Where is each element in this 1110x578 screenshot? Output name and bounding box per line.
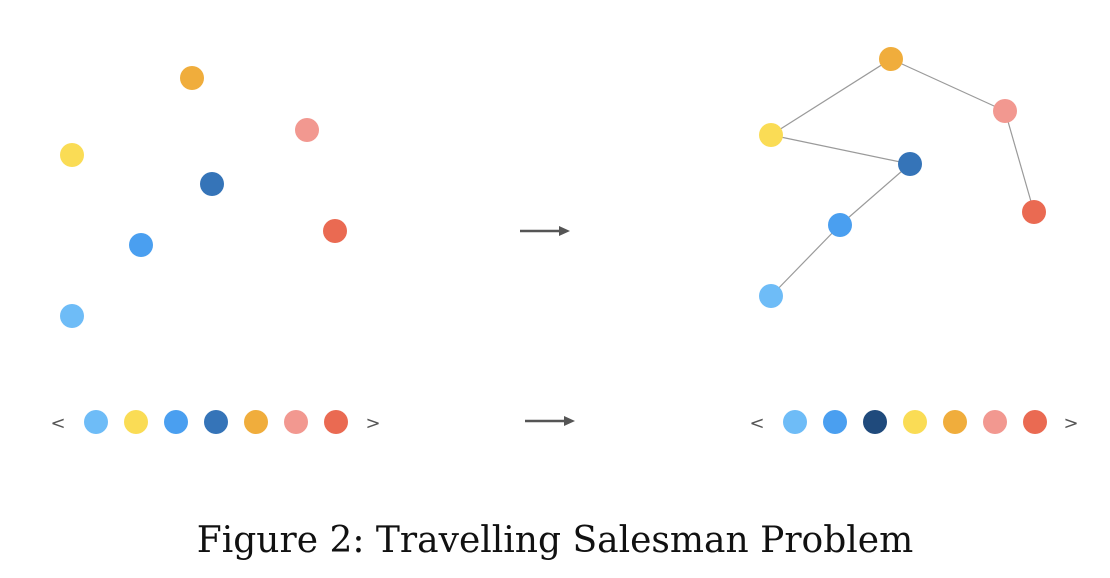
tour-edges (770, 58, 1035, 297)
sequence-open-bracket: < (749, 413, 764, 434)
sequence-open-bracket: < (50, 413, 65, 434)
tour-edge (770, 134, 911, 165)
sequence-close-bracket: > (365, 413, 380, 434)
input-sequence: < > (50, 410, 381, 434)
input-seq-dot-light-blue (84, 410, 108, 434)
city-mid-blue (200, 172, 224, 196)
top-arrow-icon (520, 226, 570, 236)
figure-caption: Figure 2: Travelling Salesman Problem (196, 520, 914, 561)
input-seq-dot-orange (244, 410, 268, 434)
input-seq-dot-yellow (124, 410, 148, 434)
input-seq-dot-red (324, 410, 348, 434)
output-seq-dot-blue (823, 410, 847, 434)
tsp-figure: < > < > (50, 47, 1079, 434)
output-seq-dot-salmon (983, 410, 1007, 434)
tour-edge (839, 163, 911, 226)
tour-city-salmon (993, 99, 1017, 123)
tour-city-mid-blue (898, 152, 922, 176)
output-seq-dot-navy (863, 410, 887, 434)
tour-edge (890, 58, 1006, 112)
ordered-tour-cities (759, 47, 1046, 308)
tour-city-light-blue (759, 284, 783, 308)
output-seq-dot-yellow (903, 410, 927, 434)
tour-edge (770, 58, 892, 136)
input-seq-dot-blue (164, 410, 188, 434)
sequence-close-bracket: > (1063, 413, 1078, 434)
tour-city-yellow (759, 123, 783, 147)
input-seq-dot-salmon (284, 410, 308, 434)
tour-edge (770, 224, 841, 297)
city-orange (180, 66, 204, 90)
city-yellow (60, 143, 84, 167)
output-sequence: < > (749, 410, 1079, 434)
unordered-cities (60, 66, 347, 328)
tour-city-red (1022, 200, 1046, 224)
tour-city-orange (879, 47, 903, 71)
tour-city-blue (828, 213, 852, 237)
city-salmon (295, 118, 319, 142)
city-blue (129, 233, 153, 257)
output-seq-dot-orange (943, 410, 967, 434)
input-seq-dot-mid-blue (204, 410, 228, 434)
bottom-arrow-icon (525, 416, 575, 426)
output-seq-dot-red (1023, 410, 1047, 434)
city-light-blue (60, 304, 84, 328)
tour-edge (1004, 110, 1035, 213)
city-red (323, 219, 347, 243)
output-seq-dot-light-blue (783, 410, 807, 434)
